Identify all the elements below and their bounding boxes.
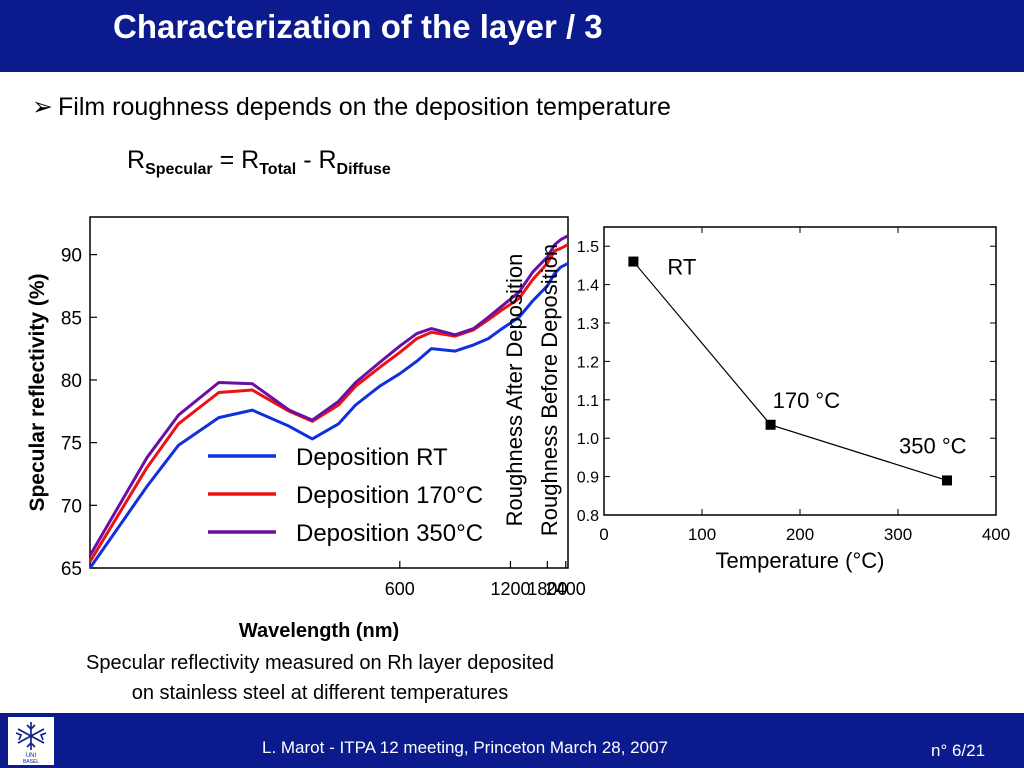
bullet-text: Film roughness depends on the deposition…	[58, 93, 671, 121]
svg-text:BASEL: BASEL	[23, 759, 39, 765]
y-tick-label: 65	[61, 559, 82, 580]
right-axis-label-before: Roughness Before Deposition	[537, 244, 562, 536]
legend-label: Deposition 350°C	[296, 520, 483, 547]
y-tick-label: 1.0	[577, 431, 599, 448]
x-tick-label: 2400	[546, 579, 586, 599]
y-tick-label: 90	[61, 246, 82, 267]
series-line-2	[88, 243, 569, 563]
y-tick-label: 0.9	[577, 470, 599, 487]
x-tick-label: 1800	[527, 579, 567, 599]
formula-sub-specular: Specular	[145, 161, 213, 178]
formula-sub-total: Total	[259, 161, 297, 178]
data-point-label: 350 °C	[899, 433, 967, 458]
y-tick-label: 80	[61, 371, 82, 392]
formula-minus: -	[296, 146, 319, 174]
y-axis-label: Specular reflectivity (%)	[26, 273, 49, 511]
x-tick-label: 400	[982, 525, 1010, 544]
y-tick-label: 1.5	[577, 239, 599, 256]
y-tick-label: 1.1	[577, 393, 599, 410]
formula-r2: R	[241, 146, 260, 174]
x-tick-label: 200	[786, 525, 814, 544]
data-point-label: RT	[667, 255, 696, 280]
series-line-3	[88, 234, 569, 557]
formula-r3: R	[318, 146, 337, 174]
x-tick-label: 0	[599, 525, 608, 544]
x-tick-label: 600	[385, 579, 415, 599]
university-logo-icon: UNI BASEL	[8, 717, 54, 765]
x-axis-label: Wavelength (nm)	[239, 620, 399, 642]
y-tick-label: 1.2	[577, 354, 599, 371]
svg-text:UNI: UNI	[26, 753, 37, 759]
bullet-point: ➢ Film roughness depends on the depositio…	[32, 92, 671, 122]
data-point-marker	[628, 256, 639, 267]
slide-title: Characterization of the layer / 3	[113, 8, 603, 45]
formula-r1: R	[127, 146, 146, 174]
footer-text: L. Marot - ITPA 12 meeting, Princeton Ma…	[262, 738, 668, 757]
right-axis-label-after: Roughness After Deposition	[502, 254, 527, 527]
x-tick-label: 100	[688, 525, 716, 544]
legend-label: Deposition 170°C	[296, 482, 483, 509]
y-tick-label: 85	[61, 308, 82, 329]
data-point-marker	[942, 475, 952, 486]
page-number: n° 6/21	[931, 741, 986, 760]
y-tick-label: 1.3	[577, 316, 599, 333]
data-point-marker	[765, 419, 776, 430]
y-tick-label: 75	[61, 434, 82, 455]
x-axis-label: Temperature (°C)	[716, 548, 885, 573]
roughness-formula: RSpecular = RTotal - RDiffuse	[127, 146, 391, 179]
y-tick-label: 70	[61, 496, 82, 517]
caption-line-1: Specular reflectivity measured on Rh lay…	[85, 652, 555, 674]
data-point-label: 170 °C	[773, 388, 841, 413]
y-tick-label: 1.4	[577, 278, 599, 295]
y-tick-label: 0.8	[577, 508, 599, 525]
formula-equals: =	[212, 146, 242, 174]
caption-line-2: on stainless steel at different temperat…	[131, 682, 509, 704]
x-tick-label: 1200	[490, 579, 530, 599]
x-tick-label: 300	[884, 525, 912, 544]
arrow-bullet-icon: ➢	[32, 93, 53, 121]
plot-frame-reflectivity	[89, 216, 569, 569]
footer-bar: UNI BASEL L. Marot - ITPA 12 meeting, Pr…	[0, 713, 1024, 768]
formula-sub-diffuse: Diffuse	[336, 161, 391, 178]
plot-frame-roughness	[603, 226, 997, 516]
legend-label: Deposition RT	[296, 444, 448, 471]
title-bar: Characterization of the layer / 3	[0, 0, 1024, 72]
series-line-1	[88, 262, 569, 569]
